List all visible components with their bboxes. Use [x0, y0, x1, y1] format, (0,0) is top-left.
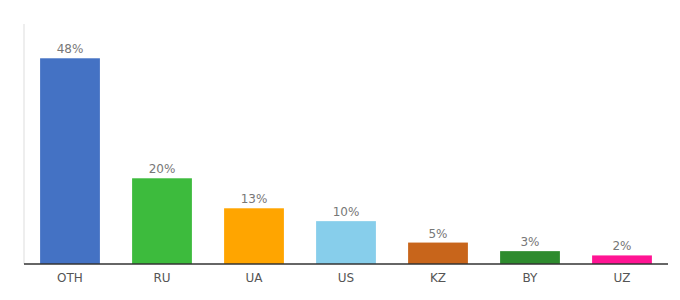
- x-tick-label: OTH: [57, 271, 83, 285]
- x-tick-label: US: [338, 271, 354, 285]
- data-label: 2%: [612, 239, 631, 253]
- bar: [224, 208, 284, 264]
- bar: [408, 243, 468, 264]
- bar: [40, 58, 100, 264]
- bar: [500, 251, 560, 264]
- bar: [316, 221, 376, 264]
- x-tick-label: UZ: [614, 271, 631, 285]
- data-label: 5%: [428, 227, 447, 241]
- x-tick-label: RU: [153, 271, 170, 285]
- chart-container: 48% 20% 13% 10% 5% 3% 2% OTH RU UA US KZ BY UZ: [0, 0, 680, 300]
- chart: 48% 20% 13% 10% 5% 3% 2% OTH RU UA US KZ BY UZ: [0, 0, 680, 300]
- data-label: 13%: [241, 192, 268, 206]
- bar: [592, 255, 652, 264]
- bars: [40, 58, 652, 264]
- bar: [132, 178, 192, 264]
- data-label: 20%: [149, 162, 176, 176]
- data-label: 3%: [520, 235, 539, 249]
- data-label: 10%: [333, 205, 360, 219]
- y-axis-line: [24, 24, 25, 264]
- x-ticks: OTH RU UA US KZ BY UZ: [57, 271, 630, 285]
- x-tick-label: UA: [246, 271, 264, 285]
- x-tick-label: BY: [523, 271, 539, 285]
- data-label: 48%: [57, 42, 84, 56]
- data-labels: 48% 20% 13% 10% 5% 3% 2%: [57, 42, 632, 253]
- x-tick-label: KZ: [430, 271, 446, 285]
- x-axis-line: [24, 263, 668, 265]
